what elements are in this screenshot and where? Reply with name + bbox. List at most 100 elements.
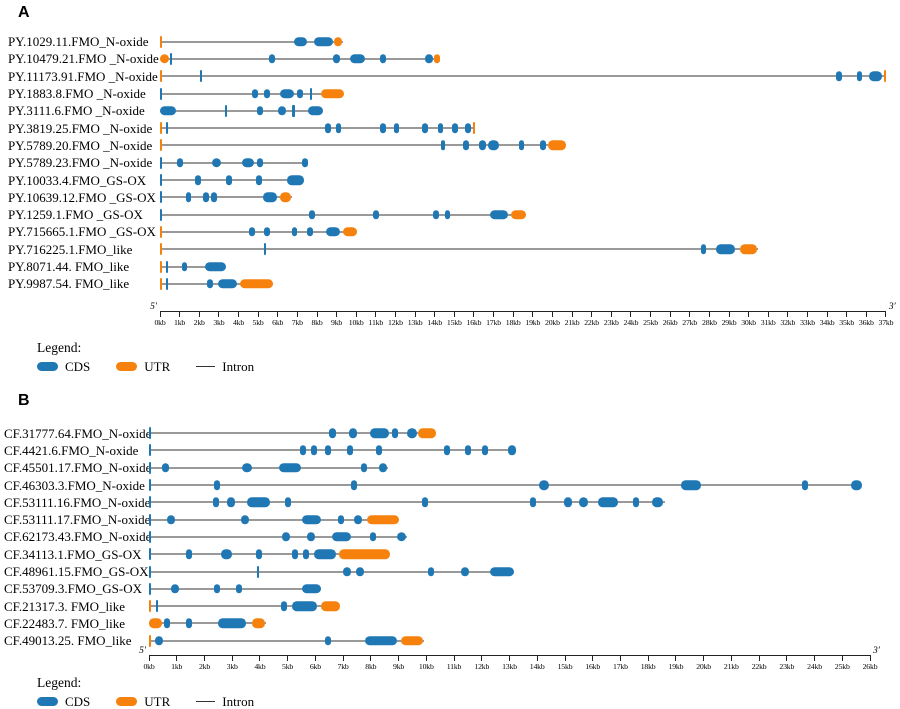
cds-exon bbox=[236, 584, 243, 594]
cds-exon bbox=[632, 497, 639, 508]
utr-region bbox=[279, 192, 292, 203]
axis-tick-mark bbox=[473, 311, 475, 317]
gene-track bbox=[149, 597, 900, 614]
axis-tick-mark bbox=[259, 655, 261, 661]
cds-exon bbox=[379, 123, 386, 133]
axis-tick-label: 15kb bbox=[557, 661, 573, 671]
cds-exon bbox=[335, 123, 342, 133]
utr-region bbox=[320, 601, 341, 611]
cds-exon bbox=[249, 227, 256, 237]
cds-exon bbox=[291, 227, 298, 237]
gene-track bbox=[160, 275, 900, 292]
axis-tick-label: 18kb bbox=[505, 317, 521, 327]
cds-exon bbox=[165, 260, 169, 273]
intron-line bbox=[149, 605, 341, 607]
gene-track bbox=[149, 580, 900, 597]
cds-exon bbox=[424, 54, 433, 64]
cds-exon bbox=[397, 532, 407, 542]
cds-exon bbox=[519, 140, 524, 151]
axis-tick-mark bbox=[630, 311, 632, 317]
utr-region bbox=[160, 70, 163, 83]
intron-line bbox=[160, 75, 886, 77]
cds-exon bbox=[291, 601, 317, 611]
axis-tick-label: 16kb bbox=[466, 317, 482, 327]
utr-swatch bbox=[116, 361, 138, 372]
cds-exon bbox=[432, 209, 439, 220]
cds-exon bbox=[539, 140, 547, 151]
gene-row: CF.49013.25. FMO_like bbox=[0, 632, 900, 649]
axis-tick-mark bbox=[414, 311, 416, 317]
legend-label-intron: Intron bbox=[222, 359, 255, 375]
axis-tick-mark bbox=[159, 311, 161, 317]
cds-exon bbox=[376, 445, 383, 456]
axis-tick-label: 3kb bbox=[226, 661, 238, 671]
axis-tick-label: 9kb bbox=[331, 317, 343, 327]
cds-exon bbox=[391, 428, 398, 438]
utr-region bbox=[149, 600, 152, 613]
cds-exon bbox=[393, 123, 400, 133]
cds-exon bbox=[427, 566, 434, 577]
gene-row: PY.11173.91.FMO _N-oxide bbox=[0, 68, 900, 85]
axis-tick-label: 22kb bbox=[751, 661, 767, 671]
gene-row: PY.9987.54. FMO_like bbox=[0, 275, 900, 292]
cds-exon bbox=[291, 549, 298, 559]
cds-exon bbox=[850, 480, 862, 490]
gene-track bbox=[160, 50, 900, 67]
gene-row: PY.1259.1.FMO _GS-OX bbox=[0, 206, 900, 223]
intron-line bbox=[160, 144, 567, 146]
cds-exon bbox=[282, 532, 291, 542]
cds-exon bbox=[294, 36, 308, 47]
utr-region bbox=[160, 260, 163, 273]
utr-region bbox=[251, 618, 266, 629]
cds-exon bbox=[365, 635, 398, 646]
legend: Legend: CDS UTR Intron bbox=[37, 340, 254, 373]
axis-tick-label: 20kb bbox=[544, 317, 560, 327]
panel-b: B CF.31777.64.FMO_N-oxide CF.4421.6.FMO_N… bbox=[0, 388, 900, 708]
axis-tick-mark bbox=[647, 655, 649, 661]
axis-tick-mark bbox=[453, 655, 455, 661]
axis-tick-mark bbox=[669, 311, 671, 317]
cds-exon bbox=[716, 244, 735, 254]
cds-exon bbox=[530, 497, 537, 508]
axis-tick-label: 17kb bbox=[486, 317, 501, 327]
axis-tick-mark bbox=[708, 311, 710, 317]
gene-track bbox=[149, 425, 900, 442]
cds-exon bbox=[302, 157, 309, 168]
axis-tick-label: 12kb bbox=[387, 317, 403, 327]
cds-exon bbox=[149, 582, 152, 595]
intron-line bbox=[149, 553, 391, 555]
utr-swatch bbox=[116, 696, 138, 707]
axis-tick-mark bbox=[238, 311, 240, 317]
utr-region bbox=[547, 140, 567, 151]
cds-exon bbox=[307, 532, 316, 542]
gene-track bbox=[149, 528, 900, 545]
utr-region bbox=[472, 122, 475, 135]
intron-line bbox=[149, 536, 407, 538]
utr-region bbox=[160, 54, 169, 64]
gene-row: PY.5789.20.FMO _N-oxide bbox=[0, 137, 900, 154]
gene-track bbox=[149, 615, 900, 632]
gene-row: CF.53709.3.FMO_GS-OX bbox=[0, 580, 900, 597]
axis-tick-label: 18kb bbox=[640, 661, 656, 671]
axis-tick-mark bbox=[314, 655, 316, 661]
cds-exon bbox=[252, 88, 259, 99]
utr-region bbox=[511, 209, 526, 220]
cds-exon bbox=[835, 71, 842, 81]
axis-tick-mark bbox=[841, 655, 843, 661]
gene-label: CF.62173.43.FMO_N-oxide bbox=[4, 529, 152, 545]
axis-tick-label: 19kb bbox=[525, 317, 541, 327]
gene-label: PY.1883.8.FMO _N-oxide bbox=[8, 86, 146, 102]
axis-tick-label: 13kb bbox=[502, 661, 517, 671]
cds-exon bbox=[422, 497, 429, 508]
cds-exon bbox=[361, 462, 368, 473]
axis-tick-mark bbox=[591, 311, 593, 317]
cds-exon bbox=[217, 279, 238, 289]
axis-tick-label: 11kb bbox=[368, 317, 384, 327]
axis-tick-label: 33kb bbox=[800, 317, 815, 327]
utr-region bbox=[240, 279, 273, 289]
axis-tick-label: 8kb bbox=[365, 661, 377, 671]
cds-exon bbox=[205, 261, 226, 272]
legend-title: Legend: bbox=[37, 675, 82, 690]
axis-tick-label: 30kb bbox=[741, 317, 756, 327]
cds-exon bbox=[149, 496, 152, 509]
